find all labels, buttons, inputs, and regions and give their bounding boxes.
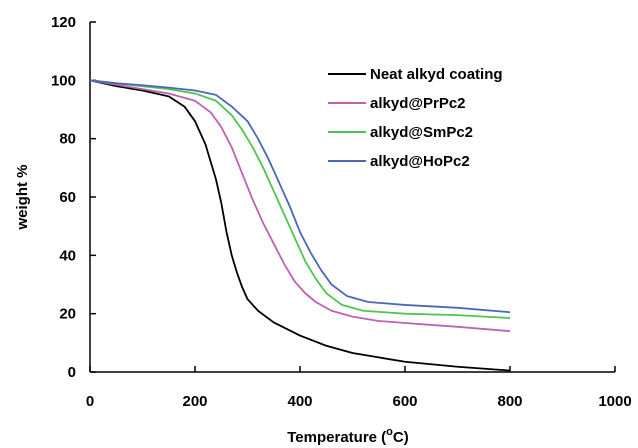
legend: Neat alkyd coating alkyd@PrPc2 alkyd@SmPc2… — [328, 66, 503, 170]
x-axis-title-superscript: o — [386, 426, 393, 438]
series-lines — [89, 79, 511, 372]
x-tick-label: 1000 — [598, 393, 631, 410]
y-tick-label: 120 — [51, 14, 76, 31]
series-line-3 — [89, 79, 511, 314]
x-axis-title-main: Temperature ( — [287, 429, 386, 446]
legend-label-0: Neat alkyd coating — [370, 66, 503, 83]
x-axis-title-unit: C) — [393, 429, 409, 446]
legend-label-1: alkyd@PrPc2 — [370, 95, 466, 112]
y-tick-label: 20 — [59, 306, 76, 323]
y-tick-label: 80 — [59, 131, 76, 148]
legend-label-3: alkyd@HoPc2 — [370, 153, 470, 170]
legend-label-2: alkyd@SmPc2 — [370, 124, 473, 141]
series-line-1 — [89, 79, 511, 333]
y-tick-label: 40 — [59, 247, 76, 264]
x-tick-label: 800 — [497, 393, 522, 410]
x-tick-label: 200 — [182, 393, 207, 410]
y-tick-label: 60 — [59, 189, 76, 206]
x-tick-label: 600 — [392, 393, 417, 410]
tick-labels: 0 200 400 600 800 1000 0 20 40 60 80 100 120 — [51, 14, 632, 410]
series-line-2 — [89, 79, 511, 319]
x-axis-title: Temperature (oC) — [287, 426, 408, 446]
y-tick-label: 100 — [51, 72, 76, 89]
y-tick-label: 0 — [68, 364, 76, 381]
series-line-0 — [89, 79, 511, 372]
y-axis-title: weight % — [14, 164, 31, 230]
x-tick-label: 400 — [287, 393, 312, 410]
x-tick-label: 0 — [86, 393, 94, 410]
